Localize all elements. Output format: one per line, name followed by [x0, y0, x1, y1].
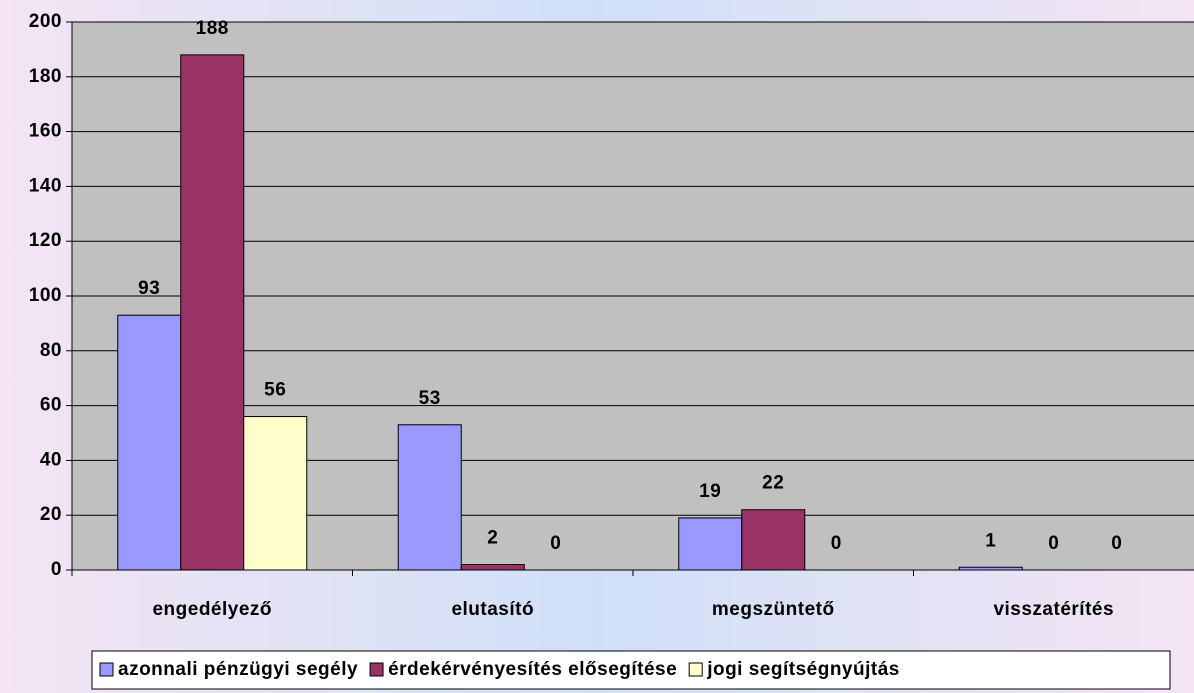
data-label: 93: [138, 278, 160, 299]
data-label: 19: [699, 481, 721, 502]
data-label: 0: [831, 533, 842, 554]
bar: [180, 54, 245, 571]
y-tick-label: 180: [29, 66, 62, 87]
y-tick-label: 140: [29, 175, 62, 196]
data-label: 188: [196, 18, 229, 39]
legend-label: azonnali pénzügyi segély: [118, 659, 358, 680]
legend-swatch: [369, 662, 384, 677]
legend-label: jogi segítségnyújtás: [706, 659, 900, 680]
y-tick-label: 160: [29, 121, 62, 142]
y-tick-label: 200: [29, 11, 62, 32]
legend-swatch: [99, 662, 114, 677]
data-label: 0: [1048, 533, 1059, 554]
bar: [741, 509, 806, 571]
y-tick-label: 40: [40, 449, 62, 470]
bar: [678, 517, 743, 571]
y-tick-label: 80: [40, 340, 62, 361]
bar: [243, 416, 308, 571]
y-tick-label: 0: [51, 559, 62, 580]
data-label: 0: [1111, 533, 1122, 554]
legend-label: érdekérvényesítés elősegítése: [388, 659, 677, 680]
y-tick-label: 120: [29, 230, 62, 251]
y-tick-label: 60: [40, 395, 62, 416]
data-label: 0: [550, 533, 561, 554]
legend: azonnali pénzügyi segély érdekérvényesíté…: [91, 650, 1171, 690]
bar: [460, 564, 525, 571]
data-label: 2: [487, 528, 498, 549]
y-tick-label: 100: [29, 285, 62, 306]
x-tick-label: engedélyező: [152, 599, 272, 620]
x-tick-label: elutasító: [451, 599, 534, 620]
data-label: 1: [985, 530, 996, 551]
x-tick-label: visszatérítés: [993, 599, 1114, 620]
data-label: 56: [264, 380, 286, 401]
legend-swatch: [688, 662, 703, 677]
legend-box: [91, 650, 1171, 690]
data-label: 53: [419, 388, 441, 409]
data-label: 22: [762, 473, 784, 494]
y-tick-label: 20: [40, 504, 62, 525]
bar: [397, 424, 462, 571]
x-tick-label: megszüntető: [712, 599, 835, 620]
bar: [117, 314, 182, 571]
